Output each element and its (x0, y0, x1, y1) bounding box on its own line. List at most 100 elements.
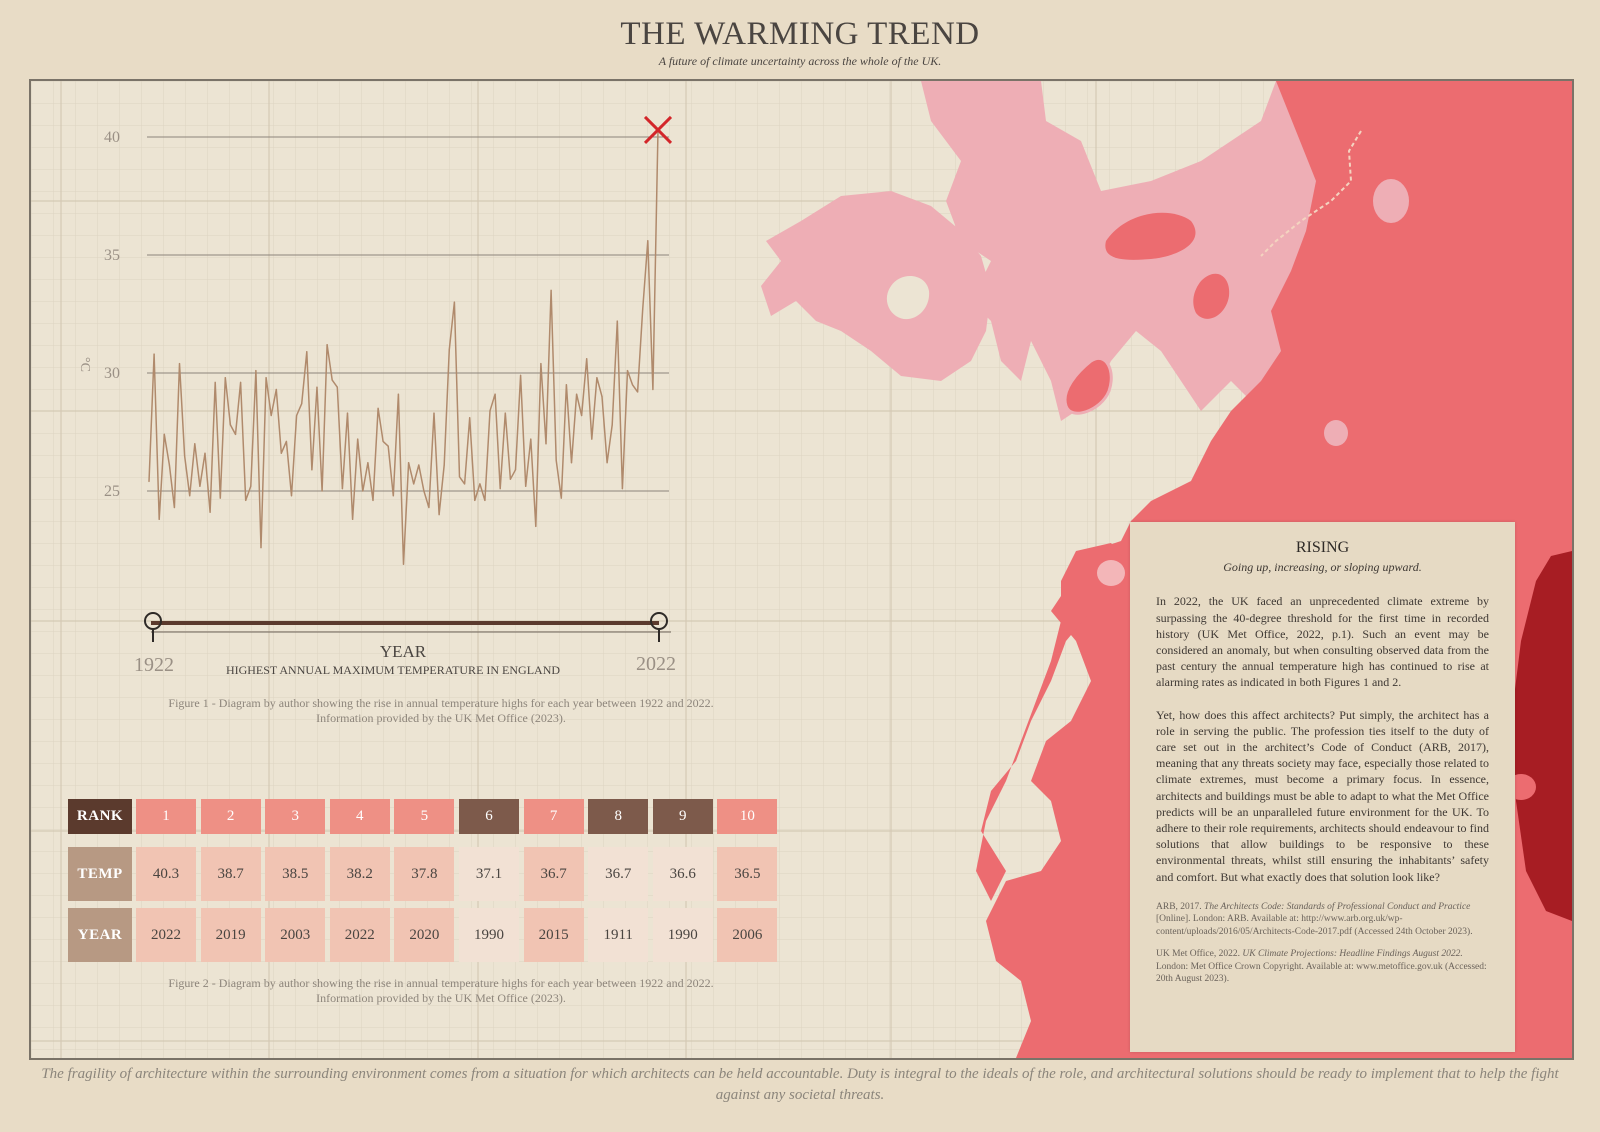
point-1994 (514, 469, 517, 471)
year-cell-10: 2006 (717, 908, 778, 962)
point-1954 (311, 469, 313, 471)
temp-row-label: TEMP (68, 847, 132, 901)
point-1949 (285, 440, 288, 443)
point-1967 (377, 407, 379, 409)
point-1948 (280, 452, 282, 454)
point-1960 (341, 488, 344, 490)
year-cell-1: 2022 (136, 908, 196, 962)
point-1984 (463, 483, 466, 485)
ref1-details: [Online]. London: ARB. Available at: htt… (1156, 914, 1473, 937)
point-1935 (214, 381, 216, 384)
point-1977 (428, 506, 430, 509)
figure-2-caption: Figure 2 - Diagram by author showing the… (168, 976, 714, 1005)
point-1923 (153, 353, 155, 355)
panel-title: RISING (1295, 539, 1350, 556)
point-1997 (530, 438, 532, 440)
point-1968 (382, 440, 384, 443)
rank-cell-6: 6 (459, 799, 519, 834)
point-2001 (550, 289, 552, 291)
point-1958 (331, 379, 333, 381)
year-cell-5: 2020 (394, 908, 455, 962)
temp-cell-9: 36.6 (652, 847, 713, 901)
x-end-label: 2022 (636, 653, 676, 675)
point-1929 (184, 455, 186, 457)
point-1972 (402, 563, 405, 565)
point-1947 (275, 388, 277, 391)
point-1982 (453, 301, 455, 303)
point-1927 (173, 506, 176, 509)
point-1936 (219, 497, 221, 499)
point-1942 (250, 485, 252, 487)
point-1981 (448, 348, 450, 350)
temp-cell-1: 40.3 (136, 847, 196, 901)
point-1924 (158, 518, 160, 520)
rank-cell-1: 1 (136, 799, 196, 834)
year-cell-3: 2003 (265, 908, 326, 962)
y-tick-30: 30 (104, 365, 120, 382)
year-cell-2: 2019 (200, 908, 261, 962)
point-1990 (494, 393, 496, 395)
point-1976 (423, 490, 425, 492)
point-1986 (474, 499, 476, 502)
point-2009 (591, 438, 593, 440)
point-1996 (525, 485, 527, 487)
point-1992 (504, 412, 506, 414)
point-1962 (352, 518, 354, 520)
year-cell-9: 1990 (652, 908, 713, 962)
temperature-chart: 40 35 30 25 °C 1922 2022 YEAR HIGHEST ANNUA… (77, 115, 676, 677)
point-1922 (148, 480, 150, 483)
point-1925 (163, 433, 165, 435)
point-1959 (336, 386, 338, 388)
point-2006 (575, 393, 578, 395)
point-1961 (346, 412, 349, 414)
year-cell-4: 2022 (329, 908, 390, 962)
point-2013 (611, 424, 613, 426)
point-2002 (555, 459, 557, 461)
point-1970 (392, 495, 394, 497)
point-1963 (357, 438, 359, 440)
point-1989 (489, 410, 491, 412)
point-1995 (519, 374, 522, 376)
point-2015 (621, 488, 623, 490)
point-1983 (458, 476, 461, 478)
point-1979 (438, 514, 440, 516)
rank-cell-4: 4 (329, 799, 390, 834)
anglesey-spot (1097, 560, 1125, 586)
point-1933 (204, 452, 206, 454)
pink-spot-north (1373, 179, 1409, 223)
point-1974 (413, 483, 415, 485)
rank-cell-8: 8 (588, 799, 649, 834)
temperature-series-line (148, 129, 659, 565)
point-1953 (306, 351, 308, 353)
y-tick-35: 35 (104, 247, 120, 264)
footer-statement: The fragility of architecture within the… (41, 1066, 1559, 1103)
page-title: THE WARMING TREND (620, 16, 980, 52)
point-1937 (224, 377, 226, 379)
temp-cell-6: 37.1 (459, 847, 519, 901)
y-tick-40: 40 (104, 129, 120, 146)
figure-1-caption: Figure 1 - Diagram by author showing the… (168, 696, 714, 725)
point-1946 (270, 414, 272, 417)
point-1926 (168, 464, 170, 466)
panel-paragraph-1: In 2022, the UK faced an unprecedented c… (1156, 594, 1489, 690)
point-2008 (586, 358, 588, 360)
year-cell-6: 1990 (459, 908, 519, 962)
x-axis-label: YEAR (380, 642, 427, 661)
year-cell-7: 2015 (523, 908, 584, 962)
point-2005 (570, 462, 573, 464)
year-cell-8: 1911 (588, 908, 649, 962)
point-1928 (178, 362, 181, 365)
point-1938 (229, 424, 232, 426)
point-2020 (647, 240, 649, 242)
border-dashed-line (1260, 130, 1362, 257)
point-1945 (265, 377, 267, 379)
rising-text-panel: RISING Going up, increasing, or sloping … (1130, 522, 1515, 1052)
ref1-title: The Architects Code: Standards of Profes… (1204, 901, 1471, 912)
point-1955 (316, 386, 318, 388)
point-2011 (601, 396, 603, 398)
point-2017 (631, 384, 634, 386)
point-2019 (642, 308, 644, 310)
ref1-author: ARB, 2017. (1156, 901, 1202, 912)
point-1939 (234, 433, 237, 435)
point-2016 (626, 370, 629, 372)
